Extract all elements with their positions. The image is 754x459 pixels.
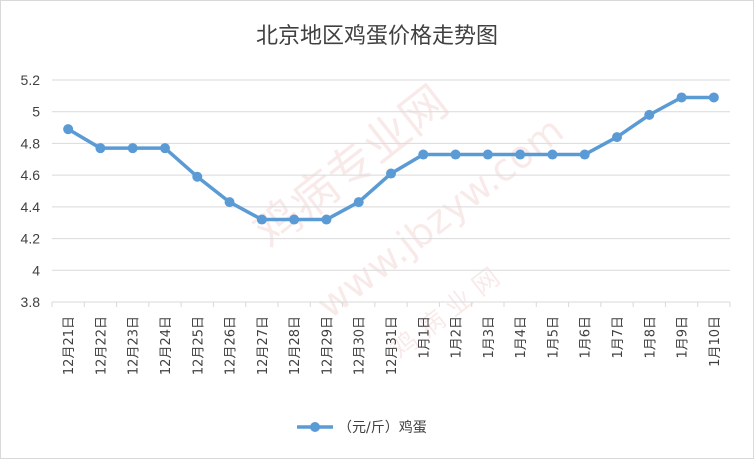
x-tick-label: 12月21日: [62, 316, 77, 375]
x-tick-label: 12月28日: [288, 316, 303, 375]
x-tick-label: 12月26日: [224, 316, 239, 375]
x-axis: 12月21日 12月22日 12月23日 12月24日 12月25日 12月26日 12月2…: [51, 302, 731, 375]
x-tick-label: 12月27日: [256, 316, 271, 375]
x-tick-label: 12月25日: [191, 316, 206, 375]
data-point: [482, 149, 493, 160]
data-point: [386, 168, 396, 179]
x-tick-label: 1月2日: [450, 316, 465, 359]
data-point: [644, 109, 655, 120]
legend-label: （元/斤）鸡蛋: [338, 419, 427, 436]
data-point: [63, 124, 74, 135]
data-point: [612, 132, 622, 143]
chart-title: 北京地区鸡蛋价格走势图: [256, 24, 498, 49]
data-point: [224, 197, 235, 208]
y-tick-label: 4.8: [21, 135, 41, 151]
y-tick-label: 4: [32, 262, 40, 278]
x-tick-label: 12月23日: [127, 316, 142, 375]
x-tick-label: 1月8日: [643, 316, 658, 359]
data-point: [418, 149, 429, 160]
data-point: [321, 214, 332, 225]
x-tick-label: 1月10日: [708, 316, 723, 367]
data-point: [676, 92, 687, 103]
data-point: [256, 214, 267, 225]
x-tick-label: 12月31日: [385, 316, 400, 375]
legend: （元/斤）鸡蛋: [297, 419, 427, 436]
x-tick-label: 1月6日: [579, 316, 594, 359]
y-tick-label: 5.2: [21, 72, 41, 88]
x-tick-label: 12月29日: [320, 316, 335, 375]
data-point: [515, 149, 526, 160]
x-tick-label: 1月4日: [514, 316, 529, 359]
x-tick-label: 1月5日: [546, 316, 561, 359]
y-tick-label: 3.8: [21, 294, 41, 310]
y-tick-label: 4.4: [21, 199, 41, 215]
data-point: [289, 214, 300, 225]
data-point: [160, 143, 170, 154]
data-point: [450, 149, 461, 160]
data-point: [353, 197, 364, 208]
x-tick-label: 1月9日: [676, 316, 691, 359]
data-point: [579, 149, 590, 160]
y-tick-label: 5: [32, 104, 40, 120]
y-axis: 3.8 4 4.2 4.4 4.6 4.8 5 5.2: [21, 72, 41, 310]
data-point: [192, 171, 203, 182]
x-tick-label: 12月24日: [159, 316, 174, 375]
data-point: [127, 143, 138, 154]
y-tick-label: 4.2: [21, 231, 41, 247]
x-tick-label: 1月1日: [417, 316, 432, 359]
series-group: [63, 92, 719, 225]
gridlines: [52, 79, 730, 303]
data-point: [95, 143, 106, 154]
x-tick-label: 12月30日: [353, 316, 368, 375]
legend-marker: [310, 422, 320, 432]
x-tick-label: 1月3日: [482, 316, 497, 359]
y-tick-label: 4.6: [21, 167, 41, 183]
x-tick-label: 12月22日: [94, 316, 109, 375]
x-tick-label: 1月7日: [611, 316, 626, 359]
data-point: [708, 92, 719, 103]
data-point: [547, 149, 558, 160]
